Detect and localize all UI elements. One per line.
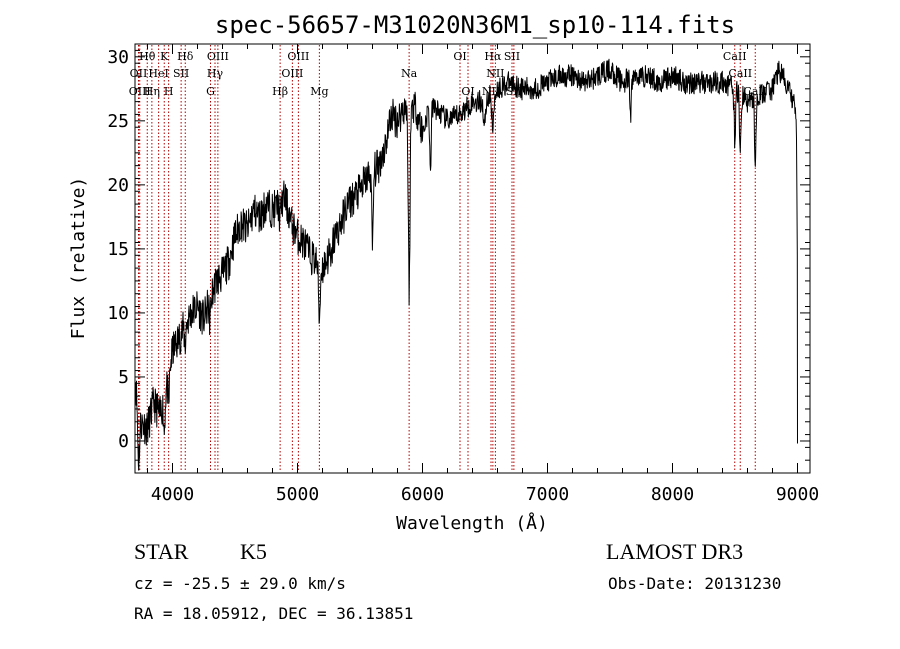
line-label-8: Hδ [177,50,194,63]
line-label-24: CaII [723,50,747,63]
y-tick-label-6: 30 [107,47,129,68]
line-label-25: CaII [728,67,752,80]
redshift-info: cz = -25.5 ± 29.0 km/s [134,574,346,593]
y-axis-label: Flux (relative) [68,177,89,340]
line-label-4: HeI [148,67,168,80]
line-label-18: OI [461,85,474,98]
y-tick-label-4: 20 [107,175,129,196]
line-label-21: NII [486,67,504,80]
x-tick-label-4: 8000 [651,484,694,505]
line-label-9: OIII [207,50,229,63]
line-marker-labels: Hθ OII OIII K HeI Hη H SII Hδ OIII Hγ G Hβ OIII OIII Mg… [129,50,767,98]
line-label-17: OI [453,50,466,63]
line-label-5: Hη [144,85,160,98]
line-label-11: G [206,85,215,98]
x-tick-label-1: 5000 [276,484,319,505]
line-label-0: Hθ [139,50,156,63]
object-subclass: K5 [240,539,267,564]
spectrum-line [134,58,798,471]
line-label-2: OIII [129,85,151,98]
line-label-22: SII [504,50,520,63]
line-label-10: Hγ [207,67,224,80]
x-tick-label-3: 7000 [526,484,569,505]
x-tick-label-0: 4000 [151,484,194,505]
line-label-3: K [160,50,169,63]
line-label-14: OIII [287,50,309,63]
x-axis-label: Wavelength (Å) [396,512,548,534]
line-label-16: Na [401,67,418,80]
plot-frame [134,43,811,474]
line-label-7: SII [173,67,189,80]
coordinates: RA = 18.05912, DEC = 36.13851 [134,604,414,623]
line-label-12: Hβ [272,85,288,98]
y-tick-label-5: 25 [107,111,129,132]
axis-ticks: 4000 5000 6000 7000 8000 9000 0 5 10 15 20 25 30 [107,44,819,505]
object-class: STAR [134,539,189,564]
x-tick-label-5: 9000 [776,484,819,505]
chart-title: spec-56657-M31020N36M1_sp10-114.fits [215,11,735,39]
x-tick-label-2: 6000 [401,484,444,505]
y-tick-label-2: 10 [107,303,129,324]
observation-date: Obs-Date: 20131230 [608,574,782,593]
line-label-19: Hα [484,50,502,63]
survey-name: LAMOST DR3 [606,539,744,564]
y-tick-label-3: 15 [107,239,129,260]
line-label-15: Mg [310,85,328,98]
y-tick-label-1: 5 [118,367,129,388]
line-label-6: H [164,85,174,98]
y-tick-label-0: 0 [118,431,129,452]
line-label-1: OII [130,67,148,80]
line-label-13: OIII [281,67,303,80]
